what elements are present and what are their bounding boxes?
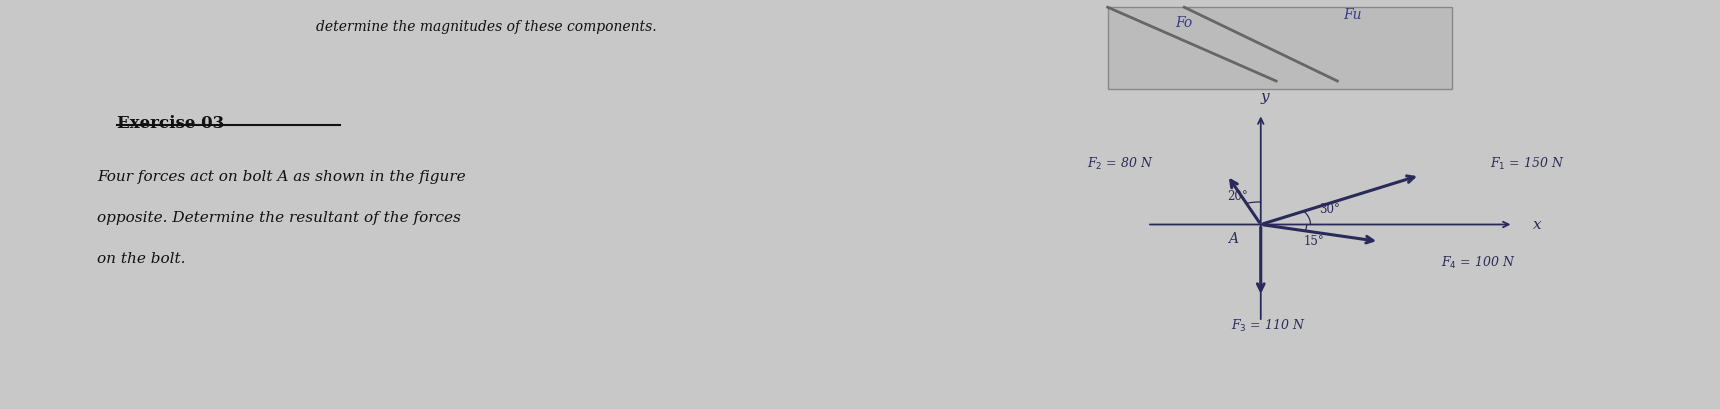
Text: F$_1$ = 150 N: F$_1$ = 150 N bbox=[1490, 155, 1563, 172]
Text: 20°: 20° bbox=[1228, 190, 1249, 203]
Text: F$_2$ = 80 N: F$_2$ = 80 N bbox=[1087, 155, 1154, 171]
Text: on the bolt.: on the bolt. bbox=[96, 252, 186, 265]
Text: F$_4$ = 100 N: F$_4$ = 100 N bbox=[1441, 254, 1515, 270]
Text: y: y bbox=[1261, 90, 1269, 104]
Text: 15°: 15° bbox=[1304, 235, 1324, 248]
Text: Four forces act on bolt A as shown in the figure: Four forces act on bolt A as shown in th… bbox=[96, 170, 466, 184]
Text: F$_3$ = 110 N: F$_3$ = 110 N bbox=[1232, 317, 1305, 334]
Text: A: A bbox=[1228, 231, 1238, 245]
Text: Fo: Fo bbox=[1175, 16, 1194, 30]
Text: Fu: Fu bbox=[1343, 8, 1362, 22]
Text: x: x bbox=[1533, 218, 1541, 232]
Text: determine the magnitudes of these components.: determine the magnitudes of these compon… bbox=[315, 20, 657, 34]
Bar bbox=[1108, 8, 1452, 90]
Text: 30°: 30° bbox=[1319, 202, 1340, 215]
Text: Exercise 03: Exercise 03 bbox=[117, 115, 224, 131]
Text: opposite. Determine the resultant of the forces: opposite. Determine the resultant of the… bbox=[96, 211, 461, 225]
